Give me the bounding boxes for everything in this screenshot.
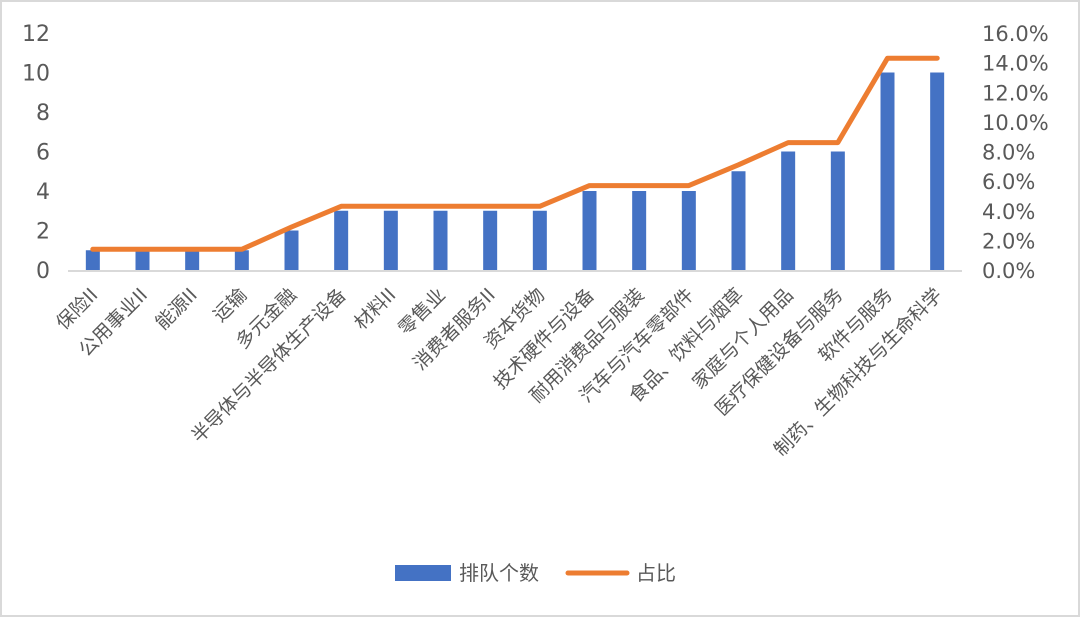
- bar: [135, 250, 150, 270]
- x-tick-label: 能源II: [151, 284, 201, 334]
- bar: [234, 250, 249, 270]
- legend-label-line: 占比: [636, 561, 676, 585]
- right-y-tick: 14.0%: [982, 52, 1049, 76]
- legend-swatch-bar: [395, 565, 451, 581]
- right-y-tick: 4.0%: [982, 200, 1035, 224]
- left-y-tick: 6: [36, 141, 50, 166]
- right-y-tick: 16.0%: [982, 22, 1049, 46]
- right-y-tick: 12.0%: [982, 81, 1049, 105]
- left-y-tick: 4: [36, 180, 50, 205]
- x-tick-label: 运输: [209, 284, 251, 326]
- bar: [383, 210, 398, 270]
- left-y-tick: 12: [22, 22, 50, 47]
- line-series-占比: [90, 55, 940, 252]
- bar: [185, 250, 200, 270]
- right-y-tick: 8.0%: [982, 141, 1035, 165]
- x-tick-label: 材料II: [350, 284, 400, 334]
- bar: [582, 191, 597, 270]
- right-y-tick: 10.0%: [982, 111, 1049, 135]
- bar: [284, 230, 299, 270]
- left-y-axis: 0 2 4 6 8 10 12: [22, 22, 50, 284]
- right-y-axis: 0.0% 2.0% 4.0% 6.0% 8.0% 10.0% 12.0% 14.0% 16.0%: [982, 22, 1049, 283]
- right-y-tick: 2.0%: [982, 229, 1035, 253]
- right-y-tick: 0.0%: [982, 259, 1035, 283]
- left-y-tick: 8: [36, 101, 50, 126]
- bar-series-排队个数: [85, 72, 945, 270]
- legend-label-bar: 排队个数: [459, 561, 539, 585]
- bar: [731, 171, 746, 270]
- bar: [433, 210, 448, 270]
- bar: [781, 151, 796, 270]
- left-y-tick: 0: [36, 259, 50, 284]
- bar: [632, 191, 647, 270]
- bar: [85, 250, 100, 270]
- bar: [483, 210, 498, 270]
- bar: [830, 151, 845, 270]
- bar: [334, 210, 349, 270]
- legend: 排队个数 占比: [395, 561, 676, 585]
- left-y-tick: 10: [22, 62, 50, 87]
- bar: [930, 72, 945, 270]
- bar: [880, 72, 895, 270]
- bar: [532, 210, 547, 270]
- left-y-tick: 2: [36, 220, 50, 245]
- bar: [681, 191, 696, 270]
- right-y-tick: 6.0%: [982, 170, 1035, 194]
